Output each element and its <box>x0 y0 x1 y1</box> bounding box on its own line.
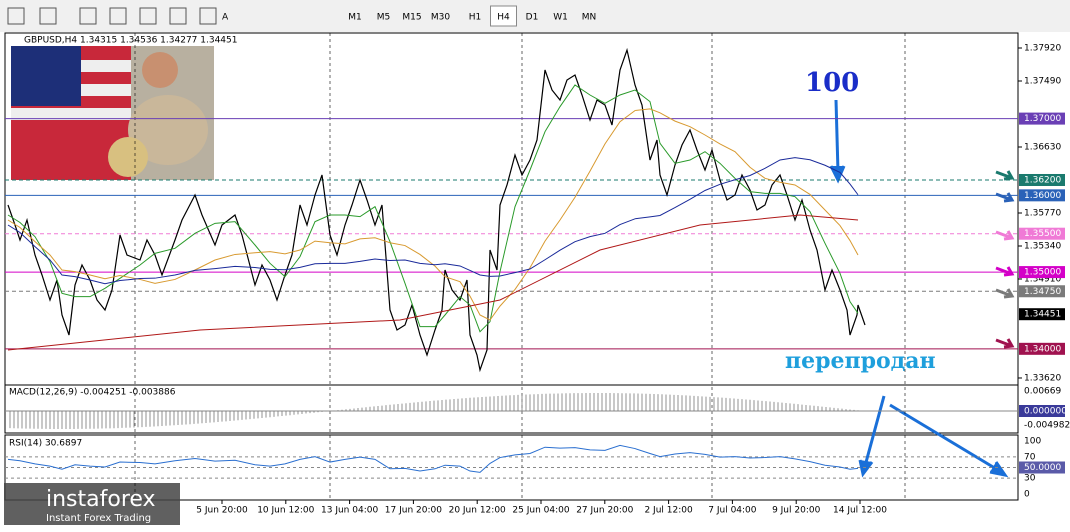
timeframe-button[interactable]: M15 <box>402 13 421 23</box>
price-label: 1.36630 <box>1024 142 1061 152</box>
date-label: 20 Jun 12:00 <box>449 506 506 516</box>
level-arrow <box>995 170 1015 181</box>
date-label: 17 Jun 20:00 <box>385 506 442 516</box>
timeframe-button[interactable]: D1 <box>526 13 539 23</box>
logo-tagline: Instant Forex Trading <box>46 513 151 524</box>
rsi-line <box>7 444 859 473</box>
level-arrow <box>995 192 1015 203</box>
annotation-100: 100 <box>805 68 859 98</box>
tool-icon[interactable] <box>199 7 217 25</box>
tool-icon[interactable] <box>109 7 127 25</box>
macd-panel <box>4 384 1019 434</box>
tool-icon[interactable] <box>169 7 187 25</box>
timeframe-button[interactable]: W1 <box>553 13 568 23</box>
price-label: 1.37490 <box>1024 76 1061 86</box>
price-candles <box>7 47 866 373</box>
level-box <box>1019 173 1065 186</box>
timeframe-button[interactable]: M1 <box>348 13 362 23</box>
date-label: 2 Jul 12:00 <box>644 506 693 516</box>
tool-text[interactable]: A <box>222 13 229 23</box>
level-label: 1.36000 <box>1024 191 1061 201</box>
date-label: 27 Jun 20:00 <box>576 506 633 516</box>
timeframe-button[interactable]: MN <box>582 13 597 23</box>
date-label: 5 Jun 20:00 <box>196 506 248 516</box>
rsi-50-box <box>1019 461 1065 474</box>
annotation-arrows <box>829 99 1009 478</box>
rsi-label: RSI(14) 30.6897 <box>9 439 82 449</box>
logo-name: instaforex <box>46 487 156 512</box>
macd-axis-label: 0.00669 <box>1024 387 1061 397</box>
level-box <box>1019 227 1065 240</box>
tool-icon[interactable] <box>79 7 97 25</box>
level-arrow <box>995 288 1015 299</box>
timeframe-active <box>490 5 517 27</box>
date-label: 10 Jun 12:00 <box>257 506 314 516</box>
moving-average <box>7 84 859 333</box>
price-label: 1.34910 <box>1024 274 1061 284</box>
level-box <box>1019 189 1065 202</box>
rsi-axis-label: 0 <box>1024 490 1030 500</box>
logo-box <box>4 483 180 525</box>
toolbar <box>0 0 1070 32</box>
level-arrow <box>995 338 1015 349</box>
level-label: 1.36200 <box>1024 175 1061 185</box>
level-arrow <box>995 266 1015 277</box>
tool-icon[interactable] <box>39 7 57 25</box>
level-label: 1.35500 <box>1024 229 1061 239</box>
level-label: 1.34750 <box>1024 287 1061 297</box>
price-label: 1.35770 <box>1024 208 1061 218</box>
timeframe-button[interactable]: M5 <box>377 13 391 23</box>
timeframe-button[interactable]: M30 <box>431 13 450 23</box>
price-label: 1.37920 <box>1024 44 1061 54</box>
level-box <box>1019 285 1065 298</box>
annotation-oversold: перепродан <box>785 348 936 374</box>
level-box <box>1019 266 1065 279</box>
level-label: 1.34000 <box>1024 344 1061 354</box>
level-label: 1.34451 <box>1024 310 1061 320</box>
rsi-axis-label: 30 <box>1024 474 1036 484</box>
tool-icon[interactable] <box>139 7 157 25</box>
price-label: 1.35340 <box>1024 241 1061 251</box>
level-label: 1.37000 <box>1024 114 1061 124</box>
chart-header: GBPUSD,H4 1.34315 1.34536 1.34277 1.3445… <box>24 36 237 46</box>
macd-label: MACD(12,26,9) -0.004251 -0.003886 <box>9 388 176 398</box>
flag-image <box>11 46 214 180</box>
level-box <box>1019 342 1065 355</box>
rsi-axis-label: 50.0000 <box>1024 463 1061 473</box>
level-box <box>1019 308 1065 321</box>
date-label: 13 Jun 04:00 <box>321 506 378 516</box>
tool-icon[interactable] <box>7 7 25 25</box>
level-label: 1.35000 <box>1024 268 1061 278</box>
macd-axis-label: 0.000000 <box>1024 407 1067 417</box>
timeframe-button[interactable]: H1 <box>469 13 482 23</box>
moving-average <box>7 108 859 321</box>
date-label: 14 Jul 12:00 <box>833 506 887 516</box>
date-label: 25 Jun 04:00 <box>512 506 569 516</box>
moving-average-slow <box>7 214 859 351</box>
rsi-axis-label: 100 <box>1024 437 1041 447</box>
price-label: 1.33620 <box>1024 373 1061 383</box>
rsi-axis-label: 70 <box>1024 452 1036 462</box>
timeframe-button[interactable]: H4 <box>497 13 510 23</box>
macd-zero-box <box>1019 405 1065 417</box>
level-box <box>1019 112 1065 125</box>
macd-axis-label: -0.004982 <box>1024 421 1070 431</box>
moving-average <box>7 157 859 285</box>
level-arrow <box>995 230 1015 241</box>
date-label: 9 Jul 20:00 <box>772 506 821 516</box>
date-label: 7 Jul 04:00 <box>708 506 757 516</box>
